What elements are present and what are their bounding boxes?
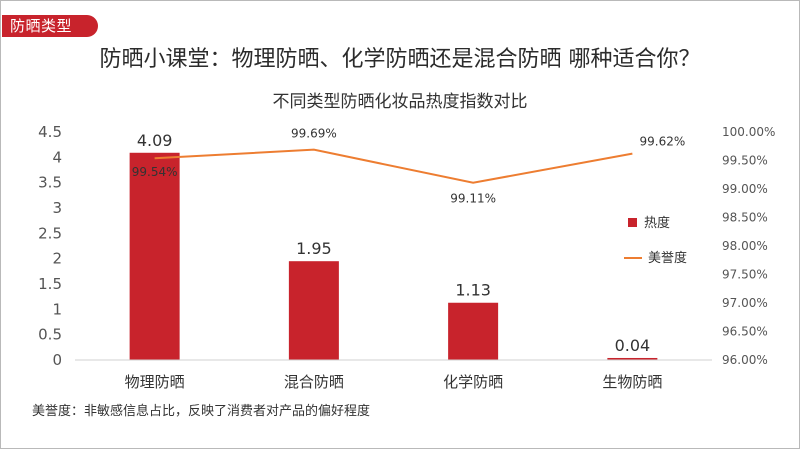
y-left-tick-label: 3.5 [38, 174, 62, 192]
legend-label: 热度 [644, 215, 670, 231]
line-value-label: 99.62% [639, 135, 685, 149]
y-right-tick-label: 99.50% [722, 154, 768, 168]
y-left-tick-label: 0 [52, 351, 62, 369]
y-right-tick-label: 96.50% [722, 325, 768, 339]
x-category-label: 生物防晒 [602, 373, 662, 391]
y-left-tick-label: 3 [52, 199, 62, 217]
legend-swatch-bar [628, 218, 637, 227]
bar-value-label: 1.13 [455, 281, 491, 300]
y-right-tick-label: 98.50% [722, 211, 768, 225]
y-right-tick-label: 98.00% [722, 239, 768, 253]
y-left-tick-label: 4 [52, 148, 62, 166]
y-right-tick-label: 97.00% [722, 296, 768, 310]
line-value-label: 99.11% [450, 192, 496, 206]
line-series-reputation [154, 148, 633, 184]
x-category-label: 混合防晒 [284, 373, 344, 391]
page-headline: 防晒小课堂：物理防晒、化学防晒还是混合防晒 哪种适合你？ [99, 47, 701, 72]
y-right-tick-label: 99.00% [722, 182, 768, 196]
y-left-tick-label: 4.5 [38, 123, 62, 141]
bar-1 [129, 152, 180, 360]
y-left-tick-label: 2.5 [38, 224, 62, 242]
y-left-tick-label: 0.5 [38, 326, 62, 344]
y-right-tick-label: 97.50% [722, 268, 768, 282]
bar-value-label: 0.04 [615, 336, 651, 355]
y-left-tick-label: 2 [52, 250, 62, 268]
line-value-label: 99.54% [132, 165, 178, 179]
bar-2 [288, 261, 339, 360]
footnote: 美誉度：非敏感信息占比，反映了消费者对产品的偏好程度 [32, 404, 371, 419]
bar-4 [607, 357, 658, 360]
x-category-label: 物理防晒 [125, 373, 185, 391]
y-left-tick-label: 1 [52, 300, 62, 318]
y-left-tick-label: 1.5 [38, 275, 62, 293]
bar-value-label: 1.95 [296, 239, 332, 258]
y-right-tick-label: 96.00% [722, 353, 768, 367]
y-right-tick-label: 100.00% [722, 125, 775, 139]
bar-value-label: 4.09 [137, 131, 173, 150]
line-value-label: 99.69% [291, 127, 337, 141]
bar-3 [448, 302, 499, 360]
x-category-label: 化学防晒 [443, 373, 503, 391]
legend-label: 美誉度 [648, 250, 687, 266]
category-tag: 防晒类型 [2, 15, 98, 37]
chart-title: 不同类型防晒化妆品热度指数对比 [273, 92, 528, 112]
